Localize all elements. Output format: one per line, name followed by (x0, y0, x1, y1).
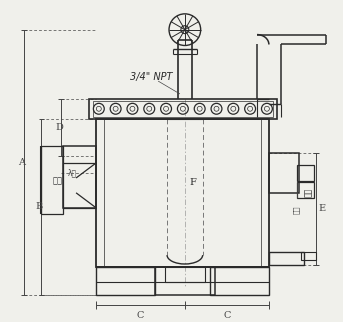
Text: 入口: 入口 (52, 176, 62, 185)
Bar (155, 267, 214, 295)
Bar (297, 182, 315, 198)
Text: A: A (18, 158, 25, 167)
Bar (63, 146, 96, 208)
Bar (165, 267, 205, 282)
Bar (297, 165, 315, 181)
Text: C: C (223, 311, 230, 320)
Bar (210, 267, 269, 295)
Bar (96, 118, 269, 267)
Bar (269, 153, 298, 193)
Text: D: D (55, 123, 63, 132)
Bar (96, 267, 155, 295)
Bar (300, 252, 316, 260)
Bar (269, 252, 304, 265)
Text: F: F (190, 178, 197, 187)
Text: 出口: 出口 (293, 205, 300, 214)
Bar (93, 101, 273, 117)
Text: C: C (137, 311, 144, 320)
Text: 出口: 出口 (304, 188, 312, 197)
Text: B: B (36, 202, 43, 211)
Bar (89, 99, 277, 118)
Bar (104, 118, 261, 267)
Bar (42, 146, 63, 213)
Text: λ口: λ口 (68, 168, 77, 177)
Text: 3/4" NPT: 3/4" NPT (130, 72, 173, 82)
Text: E: E (318, 204, 326, 213)
